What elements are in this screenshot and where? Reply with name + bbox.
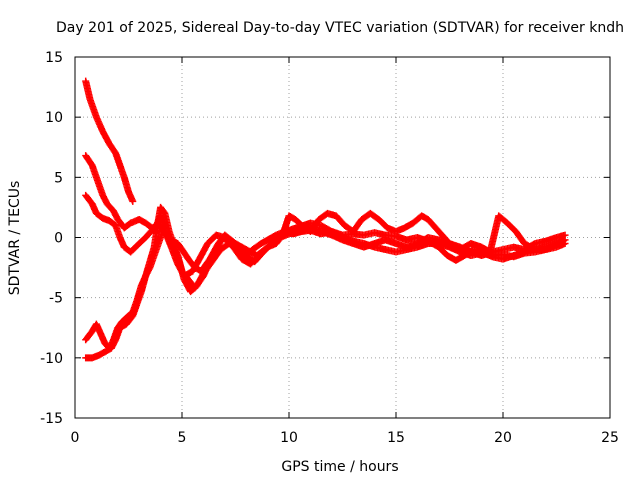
- x-tick-label: 10: [280, 430, 298, 446]
- chart-title: Day 201 of 2025, Sidereal Day-to-day VTE…: [56, 20, 624, 36]
- y-tick-label: 5: [54, 170, 63, 186]
- x-axis-label: GPS time / hours: [281, 459, 398, 475]
- x-tick-label: 20: [494, 430, 512, 446]
- plot-frame: [74, 56, 611, 419]
- y-tick-label: -15: [40, 411, 63, 427]
- x-tick-label: 0: [71, 430, 80, 446]
- x-tick-label: 25: [601, 430, 619, 446]
- y-tick-label: -10: [40, 351, 63, 367]
- data-point-marker: [129, 197, 137, 205]
- data-point-marker: [561, 231, 569, 239]
- x-axis-ticks: 0 5 10 15 20 25: [71, 57, 619, 446]
- y-tick-label: -5: [49, 291, 63, 307]
- series-track-5: [82, 203, 569, 362]
- data-point-marker: [561, 240, 569, 248]
- y-axis-ticks: -15 -10 -5 0 5 10 15: [40, 50, 610, 427]
- x-tick-label: 15: [387, 430, 405, 446]
- y-tick-label: 15: [45, 50, 63, 66]
- x-tick-label: 5: [178, 430, 187, 446]
- y-tick-label: 10: [45, 110, 63, 126]
- series-track-1: [82, 77, 137, 205]
- plot-area: [82, 77, 569, 362]
- y-tick-label: 0: [54, 231, 63, 247]
- y-axis-label: SDTVAR / TECUs: [7, 181, 23, 296]
